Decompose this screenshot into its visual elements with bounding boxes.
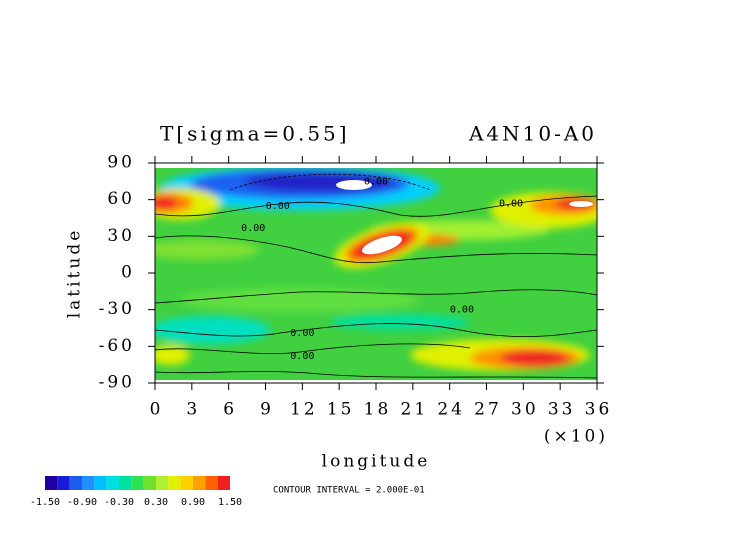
y-tick-label: 30 — [107, 226, 135, 246]
x-tick-label: 27 — [474, 400, 502, 420]
x-axis-label: longitude — [322, 452, 431, 472]
x-tick-label: 18 — [364, 400, 392, 420]
y-tick-label: -90 — [99, 373, 135, 393]
x-tick-label: 9 — [260, 400, 274, 420]
colorbar-label: -0.30 — [104, 497, 134, 508]
colorbar-box — [193, 476, 206, 490]
x-tick-label: 36 — [585, 400, 613, 420]
x-tick-label: 24 — [437, 400, 465, 420]
colorbar-box — [205, 476, 218, 490]
chart-title: T[sigma=0.55] — [160, 122, 350, 146]
x-tick-label: 15 — [327, 400, 355, 420]
y-axis-label: latitude — [65, 228, 85, 319]
colorbar-box — [82, 476, 95, 490]
colorbar-label: 0.30 — [144, 497, 168, 508]
colorbar-label: -1.50 — [30, 497, 60, 508]
y-tick-label: 90 — [107, 153, 135, 173]
x-scale-label: (×10) — [544, 427, 608, 447]
contour-label: 0.00 — [499, 198, 523, 209]
colorbar-label: 0.90 — [181, 497, 205, 508]
colorbar-box — [119, 476, 132, 490]
y-tick-label: 60 — [107, 189, 135, 209]
x-tick-label: 6 — [223, 400, 237, 420]
colorbar-box — [168, 476, 181, 490]
x-tick-label: 3 — [186, 400, 200, 420]
x-tick-label: 21 — [401, 400, 429, 420]
contour-label: 0.00 — [450, 305, 474, 316]
contour-field — [155, 168, 597, 380]
colorbar-box — [156, 476, 169, 490]
colorbar-box — [69, 476, 82, 490]
colorbar-box — [217, 476, 230, 490]
colorbar-box — [106, 476, 119, 490]
colorbar-box — [45, 476, 58, 490]
colorbar-box — [94, 476, 107, 490]
contour-interval: CONTOUR INTERVAL = 2.000E-01 — [273, 486, 425, 496]
contour-label: 0.00 — [290, 328, 314, 339]
x-tick-label: 12 — [290, 400, 318, 420]
colorbar-box — [57, 476, 70, 490]
contour-label: 0.00 — [290, 351, 314, 362]
y-tick-label: -60 — [99, 336, 135, 356]
y-tick-label: 0 — [121, 263, 135, 283]
contour-label: 0.00 — [364, 176, 388, 187]
contour-label: 0.00 — [241, 223, 265, 234]
x-tick-label: 30 — [511, 400, 539, 420]
x-tick-label: 0 — [150, 400, 164, 420]
contour-label: 0.00 — [266, 201, 290, 212]
colorbar-label: 1.50 — [218, 497, 242, 508]
colorbar-box — [180, 476, 193, 490]
colorbar-box — [131, 476, 144, 490]
x-tick-label: 33 — [548, 400, 576, 420]
colorbar-box — [143, 476, 156, 490]
colorbar-label: -0.90 — [67, 497, 97, 508]
y-tick-label: -30 — [99, 299, 135, 319]
chart-subtitle: A4N10-A0 — [468, 122, 597, 146]
